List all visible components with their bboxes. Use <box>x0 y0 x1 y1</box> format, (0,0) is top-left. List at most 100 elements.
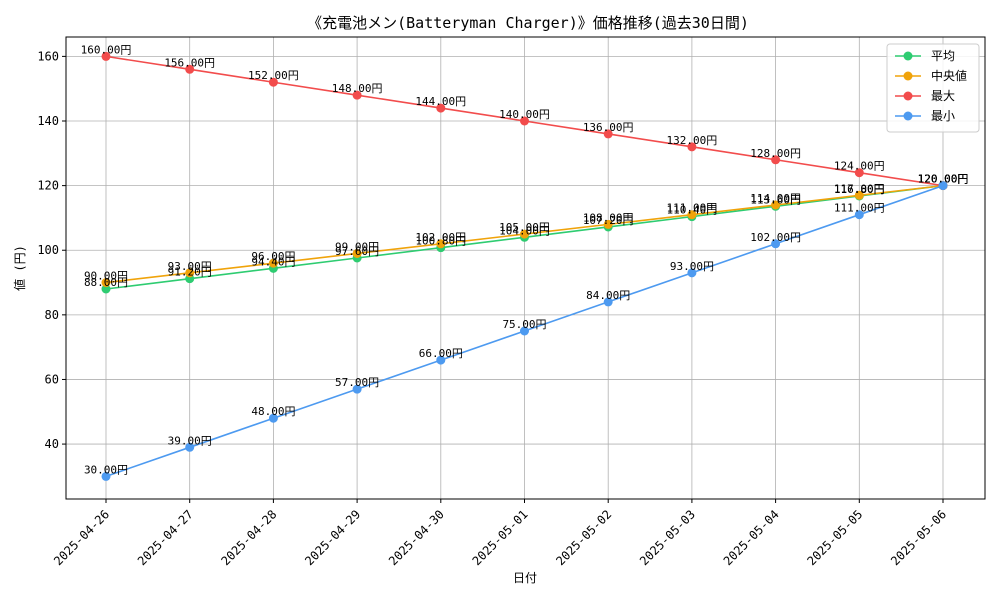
data-label: 120.00円 <box>918 173 969 186</box>
data-label: 156.00円 <box>164 56 215 69</box>
data-label: 57.00円 <box>335 376 379 389</box>
y-tick-label: 120 <box>37 179 59 193</box>
data-label: 144.00円 <box>415 95 466 108</box>
y-tick-label: 100 <box>37 243 59 257</box>
x-axis-label: 日付 <box>513 571 537 585</box>
x-tick-label: 2025-05-02 <box>553 507 614 568</box>
data-point <box>352 384 362 394</box>
data-label: 160.00円 <box>81 43 132 56</box>
legend-item: 平均 <box>895 49 955 63</box>
x-tick-label: 2025-04-30 <box>386 507 447 568</box>
data-point <box>185 442 195 452</box>
data-label: 93.00円 <box>670 260 714 273</box>
data-label: 100.80円 <box>415 235 466 248</box>
data-label: 124.00円 <box>834 160 885 173</box>
y-tick-label: 80 <box>45 308 59 322</box>
legend-marker <box>903 71 913 81</box>
data-label: 66.00円 <box>419 347 463 360</box>
data-point <box>436 355 446 365</box>
data-point <box>185 64 195 74</box>
data-label: 108.00円 <box>583 211 634 224</box>
data-label: 113.60円 <box>750 193 801 206</box>
x-tick-label: 2025-05-03 <box>637 507 698 568</box>
data-point <box>268 77 278 87</box>
y-tick-label: 160 <box>37 49 59 63</box>
data-point <box>268 413 278 423</box>
legend-item: 最大 <box>895 89 955 103</box>
data-label: 120.00円 <box>918 173 969 186</box>
data-point <box>101 51 111 61</box>
data-label: 102.00円 <box>415 231 466 244</box>
data-point <box>603 129 613 139</box>
data-point <box>603 297 613 307</box>
data-label: 120.00円 <box>918 173 969 186</box>
data-point <box>854 210 864 220</box>
data-label: 30.00円 <box>84 463 128 476</box>
data-point <box>687 142 697 152</box>
legend-label: 平均 <box>931 49 955 63</box>
data-point <box>687 268 697 278</box>
data-label: 110.40円 <box>667 204 718 217</box>
data-label: 136.00円 <box>583 121 634 134</box>
data-label-layer: 88.00円91.20円94.40円97.60円100.80円104.00円10… <box>81 43 969 476</box>
data-label: 116.80円 <box>834 183 885 196</box>
data-label: 128.00円 <box>750 147 801 160</box>
data-point <box>436 239 446 249</box>
data-point <box>352 248 362 258</box>
legend-marker <box>903 111 913 121</box>
x-tick-label: 2025-04-29 <box>302 507 363 568</box>
data-point <box>101 284 111 294</box>
legend-item: 中央値 <box>895 68 967 83</box>
data-label: 120.00円 <box>918 173 969 186</box>
data-point <box>101 278 111 288</box>
data-label: 88.00円 <box>84 276 128 289</box>
data-label: 97.60円 <box>335 245 379 258</box>
x-tick-label: 2025-05-04 <box>721 507 782 568</box>
data-label: 75.00円 <box>502 318 546 331</box>
data-label: 111.00円 <box>834 202 885 215</box>
data-point <box>854 168 864 178</box>
legend-box <box>886 43 980 133</box>
data-point <box>520 116 529 126</box>
series-最小 <box>101 181 948 481</box>
data-label: 140.00円 <box>499 108 550 121</box>
data-label: 105.00円 <box>499 221 550 234</box>
data-point <box>938 181 948 191</box>
data-point <box>436 103 446 113</box>
axis-layer: 2025-04-26 2025-04-27 2025-04-28 2025-04-29… <box>37 49 949 568</box>
data-point <box>185 268 195 278</box>
data-point <box>101 471 111 481</box>
y-tick-label: 140 <box>37 114 59 128</box>
data-label: 99.00円 <box>335 240 379 253</box>
x-tick-label: 2025-05-01 <box>470 507 531 568</box>
data-label: 102.00円 <box>750 231 801 244</box>
series-layer <box>101 51 948 481</box>
y-axis-label: 値 (円) <box>12 245 27 291</box>
plot-frame <box>65 36 986 500</box>
legend-label: 最大 <box>931 89 955 103</box>
data-label: 39.00円 <box>168 434 212 447</box>
data-label: 114.00円 <box>750 192 801 205</box>
data-label: 48.00円 <box>251 405 295 418</box>
legend-label: 中央値 <box>931 68 967 83</box>
y-tick-label: 60 <box>45 372 59 386</box>
x-tick-label: 2025-04-27 <box>135 507 196 568</box>
data-point <box>687 210 697 220</box>
data-label: 96.00円 <box>251 250 295 263</box>
legend-item: 最小 <box>895 109 955 123</box>
y-tick-label: 40 <box>45 437 59 451</box>
data-point <box>520 326 529 336</box>
data-label: 111.00円 <box>667 202 718 215</box>
data-label: 107.20円 <box>583 214 634 227</box>
legend-marker <box>903 91 913 101</box>
legend-label: 最小 <box>931 109 955 123</box>
data-point <box>603 219 613 229</box>
data-label: 84.00円 <box>586 289 630 302</box>
data-label: 104.00円 <box>499 224 550 237</box>
data-point <box>771 239 781 249</box>
data-label: 91.20円 <box>168 266 212 279</box>
data-point <box>771 155 781 165</box>
data-point <box>854 190 864 200</box>
